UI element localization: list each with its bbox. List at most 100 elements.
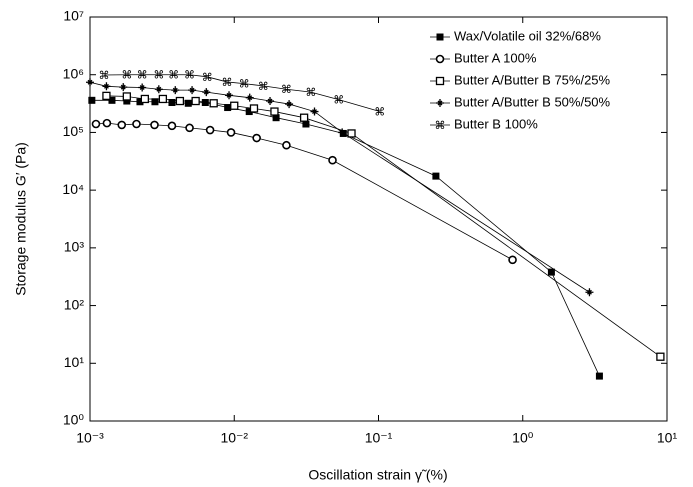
data-point (158, 94, 168, 104)
marker (432, 172, 440, 180)
data-point (547, 268, 555, 276)
data-point (205, 125, 215, 135)
data-point (167, 121, 177, 131)
data-point (270, 107, 279, 116)
marker: ⌘ (153, 69, 164, 82)
data-point (184, 99, 192, 107)
data-point: ⌘ (333, 94, 344, 107)
marker (205, 125, 215, 135)
data-point (102, 91, 111, 101)
marker (230, 101, 239, 110)
marker (138, 83, 147, 92)
data-point (191, 96, 200, 106)
series-line (95, 122, 513, 261)
data-point: ⌘ (153, 69, 164, 82)
data-point (508, 255, 517, 265)
marker: ⌘ (98, 69, 109, 82)
data-point (266, 97, 275, 106)
marker: ⌘ (168, 69, 179, 82)
marker (310, 107, 319, 116)
marker: ⌘ (258, 80, 269, 93)
marker (656, 352, 665, 361)
marker (245, 108, 253, 116)
data-point (102, 82, 111, 91)
data-point: ⌘ (305, 86, 316, 99)
marker: ⌘ (184, 69, 195, 82)
marker (302, 120, 310, 128)
marker (272, 114, 280, 122)
y-tick-label: 10⁷ (63, 8, 84, 24)
data-point: ⌘ (98, 69, 109, 82)
data-point (151, 98, 159, 106)
data-point (245, 93, 254, 102)
marker (202, 88, 211, 97)
data-point: ⌘ (281, 83, 292, 96)
marker (508, 255, 517, 265)
marker (136, 98, 144, 106)
data-point (108, 96, 116, 104)
data-point (140, 94, 149, 104)
data-point (230, 101, 239, 110)
x-tick-label: 10⁰ (512, 430, 534, 446)
marker (225, 91, 234, 100)
data-point (122, 92, 131, 101)
series (86, 78, 594, 297)
marker (285, 100, 294, 109)
data-point (432, 172, 440, 180)
marker (140, 94, 149, 104)
marker: ⌘ (137, 69, 148, 82)
data-point (136, 98, 144, 106)
data-point (188, 86, 197, 95)
marker: ⌘ (281, 83, 292, 96)
data-point (119, 83, 128, 92)
y-tick-label: 10⁴ (62, 181, 84, 197)
legend-label: Butter A/Butter B 50%/50% (454, 94, 611, 109)
marker (154, 85, 163, 94)
data-point (154, 85, 163, 94)
y-tick-label: 10¹ (64, 354, 85, 370)
data-point (302, 120, 310, 128)
x-tick-label: 10⁻² (220, 430, 248, 446)
data-point (656, 352, 665, 361)
marker (226, 128, 236, 137)
data-point (299, 113, 309, 122)
data-point (86, 78, 94, 87)
data-point: ⌘ (121, 69, 132, 82)
marker: ⌘ (202, 71, 213, 84)
data-point: ⌘ (258, 80, 269, 93)
y-tick-label: 10⁶ (63, 65, 84, 81)
marker: ⌘ (305, 86, 316, 99)
marker (436, 33, 444, 41)
series: ⌘ ⌘ ⌘ ⌘ ⌘ ⌘ ⌘ ⌘ ⌘ ⌘ ⌘ ⌘ ⌘ ⌘ (98, 69, 385, 119)
data-point (328, 155, 337, 165)
legend-label: Butter A 100% (454, 50, 537, 65)
data-point (202, 88, 211, 97)
data-point (347, 129, 356, 138)
data-point (91, 119, 101, 129)
data-point (171, 86, 180, 95)
marker (547, 268, 555, 276)
data-point (150, 120, 159, 130)
marker (347, 129, 356, 138)
marker (151, 98, 159, 106)
marker (88, 96, 96, 104)
x-tick-label: 10⁻³ (76, 430, 104, 446)
y-tick-label: 10⁰ (63, 412, 85, 428)
marker (167, 121, 177, 131)
data-point (225, 91, 234, 100)
marker (328, 155, 337, 165)
data-point (132, 119, 141, 129)
marker (299, 113, 309, 122)
marker: ⌘ (333, 94, 344, 107)
marker (435, 76, 445, 86)
series-line (91, 99, 600, 377)
marker (585, 288, 594, 297)
data-point: ⌘ (202, 71, 213, 84)
marker (249, 104, 259, 113)
data-point (272, 114, 280, 122)
marker (245, 93, 254, 102)
x-axis-title: Oscillation strain γ̃ (%) (308, 467, 447, 483)
marker (184, 99, 192, 107)
data-point (585, 288, 594, 297)
marker (595, 372, 603, 380)
